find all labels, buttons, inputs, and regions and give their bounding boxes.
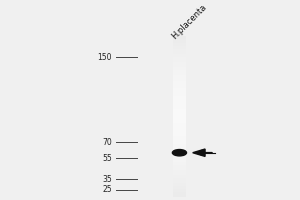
Text: 25: 25 <box>102 185 112 194</box>
Polygon shape <box>193 149 205 156</box>
Ellipse shape <box>172 150 187 156</box>
Text: 35: 35 <box>102 175 112 184</box>
Text: 55: 55 <box>102 154 112 163</box>
Text: 70: 70 <box>102 138 112 147</box>
Text: H.placenta: H.placenta <box>170 3 208 41</box>
Text: 150: 150 <box>97 53 112 62</box>
